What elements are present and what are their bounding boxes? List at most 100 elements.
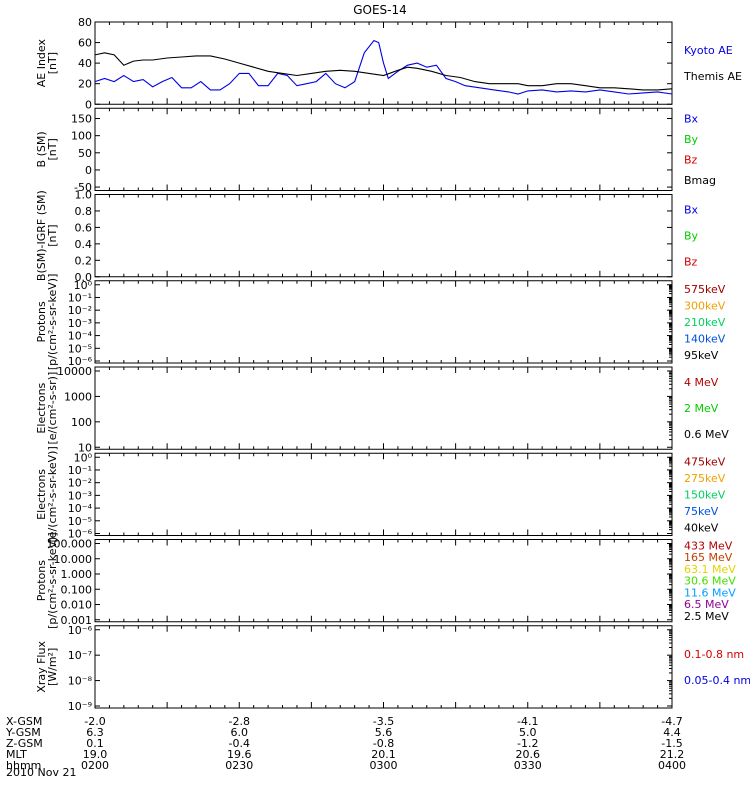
y-tick-label: 10⁻⁶ <box>68 624 93 637</box>
y-tick-label: 10⁻³ <box>68 489 92 502</box>
legend-entry: 140keV <box>684 332 726 345</box>
legend-entry: By <box>684 230 699 243</box>
y-axis-label: Electrons[e/(cm²-s-sr)] <box>35 372 59 445</box>
y-tick-label: 10⁻⁶ <box>68 528 93 541</box>
y-axis-label: Xray Flux[W/m²] <box>35 641 59 693</box>
y-tick-label: 10⁻⁷ <box>68 649 92 662</box>
y-tick-label: 0.0 <box>75 271 93 284</box>
ephem-value: 4.4 <box>663 726 681 739</box>
ephem-value: 6.0 <box>231 726 249 739</box>
legend-entry: Bmag <box>684 174 716 187</box>
ephem-value: 19.0 <box>83 748 108 761</box>
y-tick-label: 100 <box>71 416 92 429</box>
y-tick-label: 10⁻² <box>68 304 92 317</box>
y-tick-label: 1000 <box>64 390 92 403</box>
y-tick-label: 10.000 <box>54 553 93 566</box>
ephem-value: 0330 <box>514 759 542 772</box>
ephem-value: -1.5 <box>661 737 682 750</box>
y-tick-label: 0.001 <box>61 614 93 627</box>
ephem-value: 20.1 <box>371 748 396 761</box>
ephem-label: Y-GSM <box>5 726 41 739</box>
y-tick-label: 10⁻⁴ <box>68 502 93 515</box>
legend-entry: 150keV <box>684 488 726 501</box>
legend-entry: 6.5 MeV <box>684 598 729 611</box>
y-tick-label: 10⁻¹ <box>68 291 92 304</box>
ephem-value: -4.7 <box>661 715 682 728</box>
panel-frame <box>94 539 673 623</box>
y-tick-label: 50 <box>78 147 92 160</box>
legend-entry: 2.5 MeV <box>684 610 729 623</box>
y-tick-label: 0.4 <box>75 238 93 251</box>
y-tick-label: 10⁻⁵ <box>68 515 92 528</box>
y-tick-label: 10 <box>78 441 92 454</box>
ephem-value: 21.2 <box>660 748 685 761</box>
panel-0: 0 20 40 60 80 AE Index[nT] Kyoto AE Themis AE <box>35 16 742 111</box>
y-tick-label: 10⁻⁹ <box>68 700 92 713</box>
ephem-value: 6.3 <box>86 726 104 739</box>
legend-entry: 433 MeV <box>684 539 733 552</box>
y-tick-label: 10⁰ <box>74 451 93 464</box>
legend-entry: By <box>684 133 699 146</box>
y-tick-label: 1.000 <box>61 568 93 581</box>
legend-entry: 0.1-0.8 nm <box>684 648 744 661</box>
panel-frame <box>94 625 673 709</box>
legend-entry: Themis AE <box>683 70 742 83</box>
y-tick-label: 10000 <box>57 365 92 378</box>
y-tick-label: 60 <box>78 37 92 50</box>
y-tick-label: 10⁻² <box>68 477 92 490</box>
y-axis-label: B(SM)-IGRF (SM)[nT] <box>35 190 59 281</box>
y-tick-label: 10⁻³ <box>68 317 92 330</box>
panel-7: 10⁻⁹ 10⁻⁸ 10⁻⁷ 10⁻⁶ Xray Flux[W/m²] 0.1-0.8 n… <box>35 624 750 713</box>
y-tick-label: 10⁻⁵ <box>68 342 92 355</box>
legend-entry: 75keV <box>684 505 719 518</box>
ephem-value: -0.8 <box>373 737 394 750</box>
y-axis-label: AE Index[nT] <box>35 39 59 88</box>
legend-entry: 63.1 MeV <box>684 563 736 576</box>
series-line <box>94 52 673 91</box>
panel-2: 0.0 0.2 0.4 0.6 0.8 1.0 B(SM)-IGRF (SM)[nT] Bx B… <box>35 189 699 284</box>
y-tick-label: 40 <box>78 57 92 70</box>
ephem-value: -1.2 <box>517 737 538 750</box>
ephem-value: 0.1 <box>86 737 104 750</box>
ephem-value: -4.1 <box>517 715 538 728</box>
ephem-label: X-GSM <box>6 715 42 728</box>
ephem-value: -2.8 <box>229 715 250 728</box>
panel-frame <box>94 452 673 536</box>
panel-6: 0.001 0.010 0.100 1.000 10.000 100.000Protons… <box>35 532 736 629</box>
legend-entry: Bx <box>684 204 699 217</box>
legend-entry: 475keV <box>684 455 726 468</box>
legend-entry: Kyoto AE <box>684 44 733 57</box>
y-tick-label: 0 <box>85 98 92 111</box>
ephem-value: 20.6 <box>516 748 541 761</box>
y-tick-label: 10⁻⁸ <box>68 675 93 688</box>
legend-entry: 165 MeV <box>684 551 733 564</box>
legend-entry: 11.6 MeV <box>684 586 736 599</box>
y-tick-label: 0.2 <box>75 254 93 267</box>
y-axis-label: Protons[p/(cm²-s-sr-keV)] <box>35 274 59 371</box>
y-tick-label: 10⁻⁴ <box>68 330 93 343</box>
y-tick-label: 80 <box>78 16 92 29</box>
date-label: 2010 Nov 21 <box>6 766 76 779</box>
y-tick-label: 0.010 <box>61 599 93 612</box>
panel-1: -50 0 50 100 150 B (SM)[nT] Bx By Bz Bmag <box>35 107 716 194</box>
y-tick-label: 0.100 <box>61 583 93 596</box>
ephem-label: MLT <box>6 748 27 761</box>
y-tick-label: 0 <box>85 164 92 177</box>
legend-entry: Bx <box>684 113 699 126</box>
y-tick-label: 0.8 <box>75 205 93 218</box>
ephem-value: -0.4 <box>229 737 250 750</box>
y-tick-label: 10⁻⁶ <box>68 355 93 368</box>
y-axis-label: Protons[p/(cm²-s-sr-keV)] <box>35 532 59 629</box>
y-axis-label: B (SM)[nT] <box>35 131 59 167</box>
legend-entry: Bz <box>684 256 698 269</box>
ephem-value: 0300 <box>370 759 398 772</box>
ephem-label: Z-GSM <box>6 737 43 750</box>
y-tick-label: 1.0 <box>75 189 93 202</box>
y-tick-label: 150 <box>71 113 92 126</box>
legend-entry: 30.6 MeV <box>684 575 736 588</box>
y-axis-label: Electrons[e/(cm²-s-sr-keV)] <box>35 446 59 542</box>
y-tick-label: 100.000 <box>47 538 93 551</box>
legend-entry: 575keV <box>684 283 726 296</box>
